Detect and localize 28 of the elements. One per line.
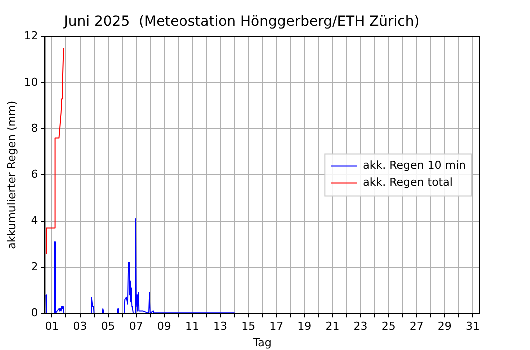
y-tick-label: 0: [31, 306, 38, 320]
legend-label: akk. Regen 10 min: [363, 159, 466, 172]
x-tick-label: 17: [270, 320, 284, 334]
x-tick-label: 11: [185, 320, 200, 334]
x-tick-label: 09: [157, 320, 172, 334]
x-axis-title: Tag: [252, 336, 272, 350]
y-axis-title: akkumulierter Regen (mm): [5, 100, 18, 250]
chart-title: Juni 2025 (Meteostation Hönggerberg/ETH Zürich): [63, 14, 420, 30]
x-tick-label: 05: [101, 320, 116, 334]
x-tick-label: 25: [382, 320, 396, 334]
y-tick-label: 6: [31, 168, 38, 182]
x-tick-label: 15: [242, 320, 256, 334]
x-tick-label: 31: [466, 320, 480, 334]
x-tick-label: 03: [73, 320, 88, 334]
x-tick-label: 23: [354, 320, 368, 334]
legend-label: akk. Regen total: [363, 176, 453, 190]
y-tick-label: 8: [31, 122, 38, 135]
x-tick-label: 21: [326, 320, 340, 334]
y-tick-label: 2: [31, 260, 38, 274]
x-tick-label: 19: [298, 320, 312, 334]
y-tick-label: 12: [24, 30, 38, 43]
x-tick-label: 29: [438, 320, 452, 334]
x-tick-label: 27: [410, 320, 424, 334]
x-tick-label: 07: [129, 320, 144, 334]
x-tick-label: 13: [214, 320, 228, 334]
x-tick-label: 01: [45, 320, 60, 334]
y-tick-label: 4: [31, 214, 38, 228]
y-tick-label: 10: [24, 76, 38, 89]
